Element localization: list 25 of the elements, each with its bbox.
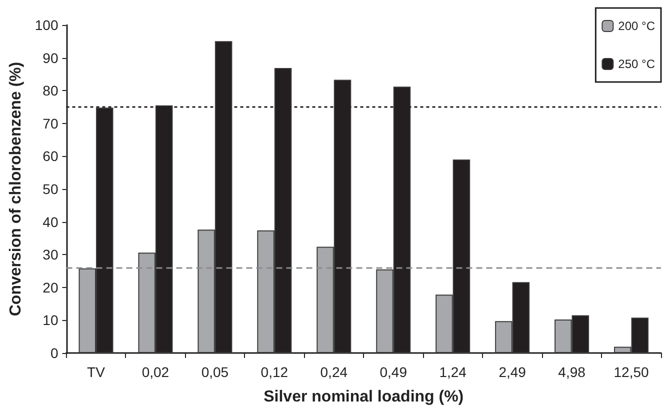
- x-tick-label: 0,24: [320, 364, 348, 380]
- y-tick-label: 20: [42, 279, 58, 296]
- y-tick-label: 30: [42, 246, 58, 263]
- x-tick-label: 12,50: [614, 364, 649, 380]
- x-tick-label: 2,49: [498, 364, 526, 380]
- x-tick-label: 0,05: [201, 364, 229, 380]
- y-tick-label: 50: [42, 181, 58, 197]
- x-tick-label: 4,98: [558, 364, 586, 380]
- x-tick-label: TV: [87, 364, 106, 380]
- y-tick-label: 60: [42, 148, 58, 164]
- y-tick-label: 100: [34, 17, 58, 33]
- y-tick-label: 90: [42, 50, 58, 66]
- x-tick-label: 0,49: [380, 364, 408, 380]
- y-tick-label: 80: [42, 82, 58, 99]
- x-tick-label: 1,24: [439, 364, 467, 380]
- x-tick-label: 0,02: [142, 364, 170, 380]
- x-axis-title: Silver nominal loading (%): [264, 388, 464, 406]
- y-tick-label: 40: [42, 214, 58, 230]
- y-tick-label: 70: [42, 115, 58, 132]
- legend-label: 250 °C: [618, 57, 656, 71]
- x-tick-label: 0,12: [260, 364, 288, 380]
- legend-label: 200 °C: [618, 19, 656, 33]
- y-tick-label: 10: [42, 312, 58, 328]
- y-tick-label: 0: [50, 345, 58, 361]
- y-axis-title: Conversion of chlorobenzene (%): [8, 62, 24, 316]
